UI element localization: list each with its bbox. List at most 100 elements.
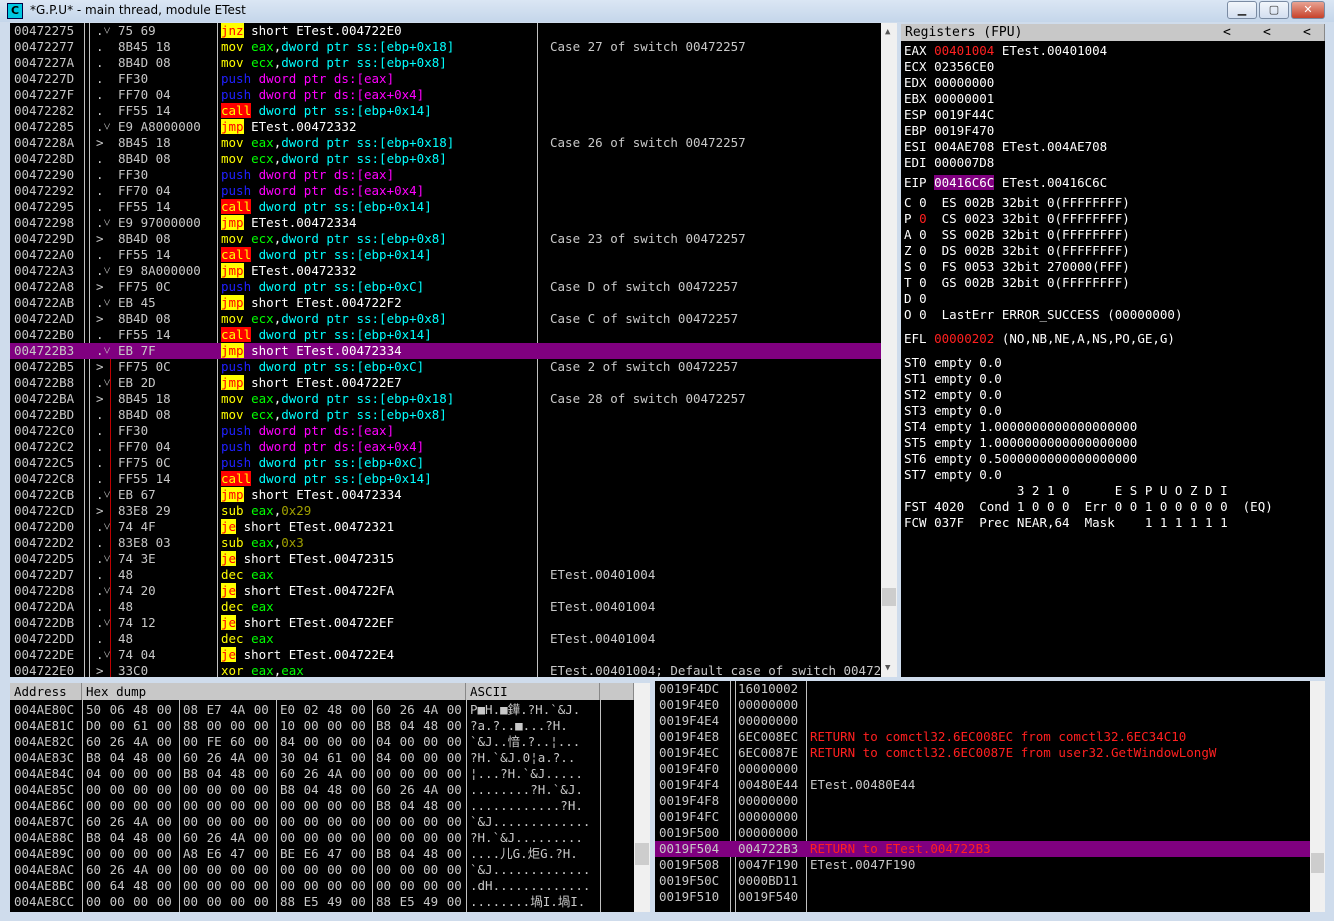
stack-row[interactable]: 0019F4F8 00000000: [655, 793, 1310, 809]
disasm-row[interactable]: 00472275 .˅ 75 69 jnz short ETest.004722E0: [10, 23, 881, 39]
stack-row[interactable]: 0019F4E4 00000000: [655, 713, 1310, 729]
prev-view-icon[interactable]: <: [1223, 25, 1231, 40]
disasm-row[interactable]: 004722AB .˅ EB 45 jmp short ETest.004722F2: [10, 295, 881, 311]
flag-a[interactable]: A 0 SS 002B 32bit 0(FFFFFFFF): [904, 227, 1130, 243]
scroll-down-icon[interactable]: ▼: [885, 663, 891, 673]
disasm-row[interactable]: 004722D7. 48 dec eax ETest.00401004: [10, 567, 881, 583]
disasm-row[interactable]: 00472292. FF70 04 push dword ptr ds:[eax+0…: [10, 183, 881, 199]
register-ebp[interactable]: EBP 0019F470: [904, 123, 994, 139]
fpu-register[interactable]: ST3 empty 0.0: [904, 403, 1002, 418]
register-esp[interactable]: ESP 0019F44C: [904, 107, 994, 123]
flag-c[interactable]: C 0 ES 002B 32bit 0(FFFFFFFF): [904, 195, 1130, 211]
disasm-row[interactable]: 004722D8 .˅ 74 20 je short ETest.004722FA: [10, 583, 881, 599]
disasm-row[interactable]: 004722B0. FF55 14 call dword ptr ss:[ebp+0…: [10, 327, 881, 343]
fpu-register[interactable]: ST7 empty 0.0: [904, 467, 1002, 482]
flag-d[interactable]: D 0: [904, 291, 927, 307]
dump-row[interactable]: 004AE88C B8 04 48 00 60 26 4A 00 00 00 00 0…: [10, 830, 600, 846]
stack-row[interactable]: 0019F500 00000000: [655, 825, 1310, 841]
dump-row[interactable]: 004AE81C D0 00 61 00 88 00 00 00 10 00 00 0…: [10, 718, 600, 734]
scroll-up-icon[interactable]: ▲: [885, 27, 891, 37]
register-esi[interactable]: ESI 004AE708 ETest.004AE708: [904, 139, 1107, 155]
disasm-row[interactable]: 0047227D. FF30 push dword ptr ds:[eax]: [10, 71, 881, 87]
dump-row[interactable]: 004AE8AC 60 26 4A 00 00 00 00 00 00 00 00 0…: [10, 862, 600, 878]
register-eip[interactable]: EIP 00416C6C ETest.00416C6C: [904, 175, 1107, 191]
disasm-row[interactable]: 0047229D >8B4D 08 mov ecx,dword ptr ss:[eb…: [10, 231, 881, 247]
disasm-row[interactable]: 004722B8 .˅ EB 2D jmp short ETest.004722E7: [10, 375, 881, 391]
disasm-row[interactable]: 00472295. FF55 14 call dword ptr ss:[ebp+0…: [10, 199, 881, 215]
dump-row[interactable]: 004AE85C 00 00 00 00 00 00 00 00 B8 04 48 0…: [10, 782, 600, 798]
disasm-row[interactable]: 004722BD. 8B4D 08 mov ecx,dword ptr ss:[eb…: [10, 407, 881, 423]
disasm-row[interactable]: 004722AD >8B4D 08 mov ecx,dword ptr ss:[eb…: [10, 311, 881, 327]
flag-s[interactable]: S 0 FS 0053 32bit 270000(FFF): [904, 259, 1130, 275]
app-icon[interactable]: C: [7, 3, 23, 19]
dump-header-hex[interactable]: Hex dump: [82, 683, 466, 700]
disasm-row[interactable]: 004722B5 > FF75 0C push dword ptr ss:[ebp+0…: [10, 359, 881, 375]
stack-row[interactable]: 0019F4F0 00000000: [655, 761, 1310, 777]
disasm-row[interactable]: 004722E0 >33C0 xor eax,eax ETest.00401004; …: [10, 663, 881, 677]
flag-t[interactable]: T 0 GS 002B 32bit 0(FFFFFFFF): [904, 275, 1130, 291]
dump-row[interactable]: 004AE84C 04 00 00 00 B8 04 48 00 60 26 4A 0…: [10, 766, 600, 782]
disasm-row[interactable]: 004722DD. 48 dec eax ETest.00401004: [10, 631, 881, 647]
register-edx[interactable]: EDX 00000000: [904, 75, 994, 91]
dump-header-address[interactable]: Address: [10, 683, 82, 700]
disasm-row[interactable]: 004722C0. FF30 push dword ptr ds:[eax]: [10, 423, 881, 439]
stack-row[interactable]: 0019F4E8 6EC008EC RETURN to comctl32.6EC00…: [655, 729, 1310, 745]
disasm-row[interactable]: 004722B3 .˅ EB 7F jmp short ETest.00472334: [10, 343, 881, 359]
disasm-row[interactable]: 00472282. FF55 14 call dword ptr ss:[ebp+0…: [10, 103, 881, 119]
register-ecx[interactable]: ECX 02356CE0: [904, 59, 994, 75]
dump-row[interactable]: 004AE86C 00 00 00 00 00 00 00 00 00 00 00 0…: [10, 798, 600, 814]
disasm-row[interactable]: 004722D0 .˅ 74 4F je short ETest.00472321: [10, 519, 881, 535]
flag-z[interactable]: Z 0 DS 002B 32bit 0(FFFFFFFF): [904, 243, 1130, 259]
disasm-row[interactable]: 004722CB .˅ EB 67 jmp short ETest.00472334: [10, 487, 881, 503]
stack-row[interactable]: 0019F4E0 00000000: [655, 697, 1310, 713]
disasm-row[interactable]: 004722DE .˅ 74 04 je short ETest.004722E4: [10, 647, 881, 663]
disasm-row[interactable]: 004722CD >83E8 29 sub eax,0x29: [10, 503, 881, 519]
disasm-row[interactable]: 00472285 .˅ E9 A8000000 jmp ETest.00472332: [10, 119, 881, 135]
stack-row[interactable]: 0019F50C 0000BD11: [655, 873, 1310, 889]
disasm-row[interactable]: 00472298 .˅ E9 97000000 jmp ETest.00472334: [10, 215, 881, 231]
stack-pane[interactable]: 0019F4DC 16010002 0019F4E0 00000000 0019F4E4…: [655, 681, 1310, 912]
dump-scrollbar[interactable]: [634, 683, 650, 912]
prev-view-icon[interactable]: <: [1303, 25, 1311, 40]
disasm-row[interactable]: 0047228A >8B45 18 mov eax,dword ptr ss:[eb…: [10, 135, 881, 151]
fpu-register[interactable]: ST4 empty 1.0000000000000000000: [904, 419, 1138, 434]
minimize-button[interactable]: ▁: [1227, 1, 1257, 19]
disasm-row[interactable]: 004722C8. FF55 14 call dword ptr ss:[ebp+0…: [10, 471, 881, 487]
scroll-thumb[interactable]: [635, 843, 649, 865]
dump-row[interactable]: 004AE83C B8 04 48 00 60 26 4A 00 30 04 61 0…: [10, 750, 600, 766]
scroll-thumb[interactable]: [882, 588, 896, 606]
stack-scrollbar[interactable]: [1310, 681, 1325, 912]
prev-view-icon[interactable]: <: [1263, 25, 1271, 40]
register-ebx[interactable]: EBX 00000001: [904, 91, 994, 107]
disasm-row[interactable]: 004722BA >8B45 18 mov eax,dword ptr ss:[eb…: [10, 391, 881, 407]
stack-row[interactable]: 0019F4F4 00480E44 ETest.00480E44: [655, 777, 1310, 793]
hex-dump-pane[interactable]: 004AE80C 50 06 48 00 08 E7 4A 00 E0 02 48 0…: [10, 700, 634, 912]
dump-row[interactable]: 004AE82C 60 26 4A 00 00 FE 60 00 84 00 00 0…: [10, 734, 600, 750]
disassembly-scrollbar[interactable]: ▲ ▼: [881, 23, 897, 677]
stack-row[interactable]: 0019F510 0019F540: [655, 889, 1310, 905]
disasm-row[interactable]: 00472277. 8B45 18 mov eax,dword ptr ss:[eb…: [10, 39, 881, 55]
dump-row[interactable]: 004AE87C 60 26 4A 00 00 00 00 00 00 00 00 0…: [10, 814, 600, 830]
disasm-row[interactable]: 004722D2. 83E8 03 sub eax,0x3: [10, 535, 881, 551]
disasm-row[interactable]: 0047227A. 8B4D 08 mov ecx,dword ptr ss:[eb…: [10, 55, 881, 71]
dump-row[interactable]: 004AE89C 00 00 00 00 A8 E6 47 00 BE E6 47 0…: [10, 846, 600, 862]
flag-p[interactable]: P 0 CS 0023 32bit 0(FFFFFFFF): [904, 211, 1130, 227]
stack-row[interactable]: 0019F4EC 6EC0087E RETURN to comctl32.6EC00…: [655, 745, 1310, 761]
fpu-register[interactable]: ST2 empty 0.0: [904, 387, 1002, 402]
stack-row[interactable]: 0019F508 0047F190 ETest.0047F190: [655, 857, 1310, 873]
disassembly-pane[interactable]: 00472275 .˅ 75 69 jnz short ETest.004722E0 0…: [10, 23, 881, 677]
fpu-register[interactable]: ST1 empty 0.0: [904, 371, 1002, 386]
disasm-row[interactable]: 0047228D. 8B4D 08 mov ecx,dword ptr ss:[eb…: [10, 151, 881, 167]
disasm-row[interactable]: 00472290. FF30 push dword ptr ds:[eax]: [10, 167, 881, 183]
stack-row[interactable]: 0019F4DC 16010002: [655, 681, 1310, 697]
stack-row[interactable]: 0019F4FC 00000000: [655, 809, 1310, 825]
disasm-row[interactable]: 004722D5 .˅ 74 3E je short ETest.00472315: [10, 551, 881, 567]
disasm-row[interactable]: 004722DA. 48 dec eax ETest.00401004: [10, 599, 881, 615]
disasm-row[interactable]: 004722A3 .˅ E9 8A000000 jmp ETest.00472332: [10, 263, 881, 279]
fpu-register[interactable]: ST6 empty 0.5000000000000000000: [904, 451, 1138, 466]
disasm-row[interactable]: 004722DB .˅ 74 12 je short ETest.004722EF: [10, 615, 881, 631]
disasm-row[interactable]: 004722A8 > FF75 0C push dword ptr ss:[ebp+0…: [10, 279, 881, 295]
disasm-row[interactable]: 0047227F. FF70 04 push dword ptr ds:[eax+0…: [10, 87, 881, 103]
close-button[interactable]: ✕: [1291, 1, 1325, 19]
disasm-row[interactable]: 004722A0. FF55 14 call dword ptr ss:[ebp+0…: [10, 247, 881, 263]
